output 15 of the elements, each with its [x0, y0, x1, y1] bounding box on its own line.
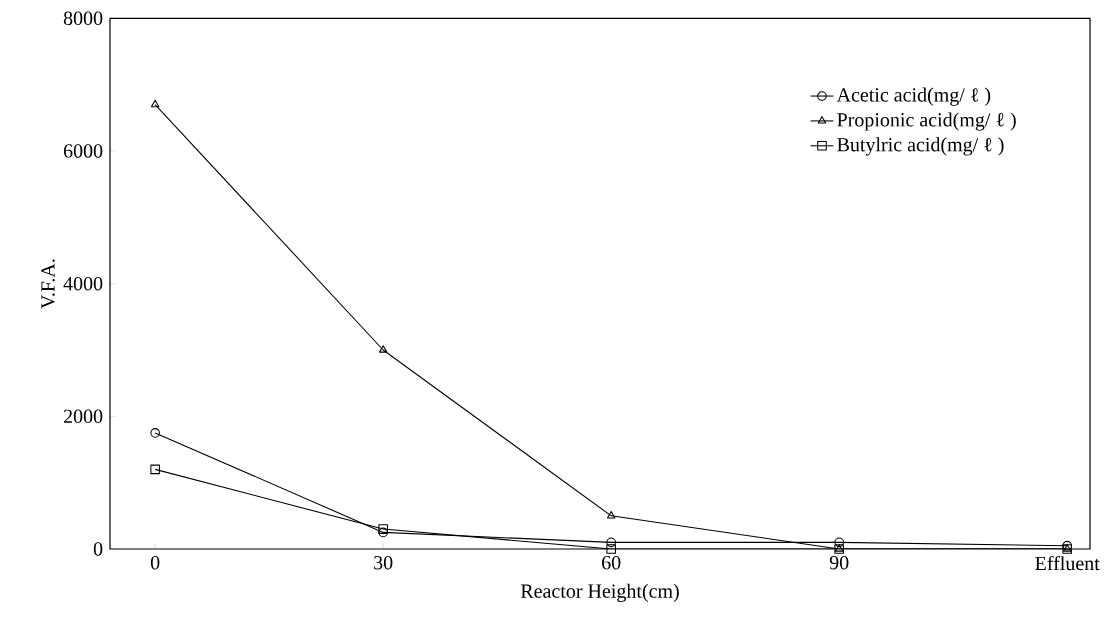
y-tick-label: 4000 — [63, 276, 103, 291]
y-tick-label: 2000 — [63, 409, 103, 424]
x-tick-label: 30 — [374, 555, 393, 570]
legend-label: Propionic acid(mg/ ℓ ) — [837, 112, 1016, 131]
x-axis-title: Reactor Height(cm) — [520, 583, 679, 602]
y-tick-label: 8000 — [63, 11, 103, 26]
x-tick-label: 60 — [602, 555, 621, 570]
y-tick-label: 0 — [93, 542, 103, 556]
y-axis-title: V.F.A. — [41, 259, 55, 309]
y-tick-label: 6000 — [63, 144, 103, 158]
x-tick-label: 90 — [829, 555, 849, 570]
legend-label: Acetic acid(mg/ ℓ ) — [836, 87, 991, 106]
x-tick-label: 0 — [150, 555, 160, 570]
legend-label: Butylric acid(mg/ ℓ ) — [837, 137, 1004, 156]
x-tick-label: Effluent — [1035, 555, 1100, 571]
